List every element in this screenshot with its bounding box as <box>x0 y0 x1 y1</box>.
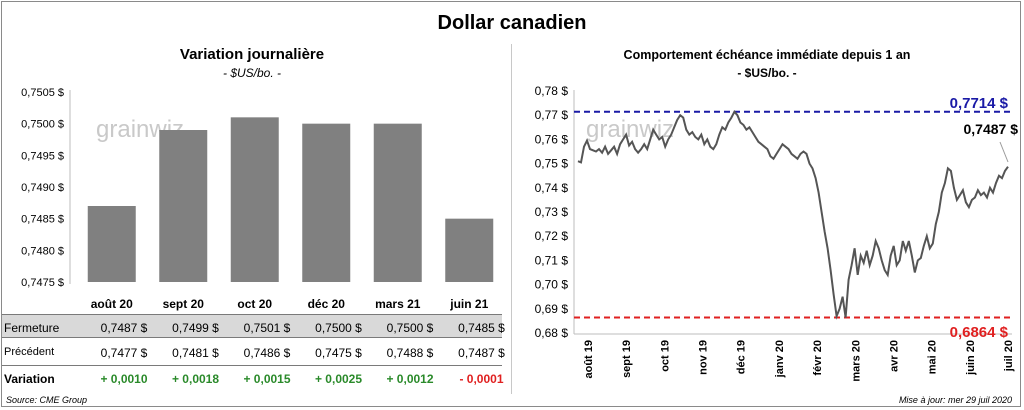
table-cell: 0,7488 $ <box>386 346 434 360</box>
row-label-variation: Variation <box>4 372 55 386</box>
table-cell: 0,7481 $ <box>172 346 219 360</box>
table-cell: 0,7501 $ <box>243 321 291 335</box>
table-cell: 0,7475 $ <box>315 346 362 360</box>
line-ytick-label: 0,68 $ <box>535 326 569 340</box>
line-xtick-label: avr 20 <box>888 340 900 372</box>
table-row-precedent: Précédent 0,7477 $ 0,7481 $ 0,7486 $ 0,7475… <box>2 340 505 366</box>
table-cell: 0,7500 $ <box>315 321 362 335</box>
page-title: Dollar canadien <box>437 12 587 34</box>
line-ytick-label: 0,69 $ <box>535 302 569 316</box>
table-cell: + 0,0012 <box>386 372 434 386</box>
table-cell: 0,7486 $ <box>243 346 291 360</box>
line-ytick-label: 0,77 $ <box>535 108 569 122</box>
source-note: Source: CME Group <box>6 395 88 405</box>
bar-ytick-label: 0,7480 $ <box>21 245 64 257</box>
table-cell: 0,7487 $ <box>100 321 148 335</box>
bar-category-label: août 20 <box>91 297 133 311</box>
left-chart-subtitle: - $US/bo. - <box>222 66 282 80</box>
line-xtick-label: déc 19 <box>736 340 748 374</box>
bar <box>302 123 351 283</box>
bar-category-label: oct 20 <box>237 297 272 311</box>
line-ytick-label: 0,73 $ <box>535 205 569 219</box>
bar-category-label: déc 20 <box>308 297 346 311</box>
table-row-variation: Variation + 0,0010 + 0,0018 + 0,0015 + 0,00… <box>2 366 504 390</box>
table-row-fermeture: Fermeture 0,7487 $ 0,7499 $ 0,7501 $ 0,7500… <box>2 314 505 338</box>
table-cell: 0,7500 $ <box>386 321 434 335</box>
line-ytick-label: 0,70 $ <box>535 278 569 292</box>
bar <box>373 123 422 283</box>
right-chart-title: Comportement échéance immédiate depuis 1… <box>623 48 911 62</box>
table-cell: + 0,0010 <box>100 372 148 386</box>
last-value-label: 0,7487 $ <box>964 121 1019 137</box>
row-label-fermeture: Fermeture <box>4 321 60 335</box>
bar-ytick-label: 0,7490 $ <box>21 182 64 194</box>
bar-ytick-label: 0,7475 $ <box>21 277 64 289</box>
bar-ytick-label: 0,7495 $ <box>21 150 64 162</box>
low-label: 0,6864 $ <box>950 324 1009 341</box>
bar-ytick-label: 0,7485 $ <box>21 214 64 226</box>
line-xtick-label: juin 20 <box>965 340 977 376</box>
update-note: Mise à jour: mer 29 juil 2020 <box>898 395 1012 405</box>
line-ytick-label: 0,71 $ <box>535 253 569 267</box>
bar <box>87 206 136 282</box>
bar <box>230 117 279 282</box>
line-xtick-label: août 19 <box>583 340 595 379</box>
line-xtick-label: oct 19 <box>659 340 671 372</box>
bar <box>445 218 494 282</box>
line-ytick-label: 0,78 $ <box>535 84 569 98</box>
table-cell: + 0,0025 <box>314 372 363 386</box>
table-cell: + 0,0015 <box>243 372 291 386</box>
table-cell: - 0,0001 <box>459 372 504 386</box>
line-xtick-label: janv 20 <box>774 340 786 378</box>
line-xtick-label: nov 19 <box>698 340 710 375</box>
line-ytick-label: 0,76 $ <box>535 132 569 146</box>
table-cell: 0,7487 $ <box>458 346 505 360</box>
line-ytick-label: 0,72 $ <box>535 229 569 243</box>
bar-category-label: mars 21 <box>375 297 421 311</box>
bar-category-label: juin 21 <box>449 297 488 311</box>
bar <box>159 130 208 282</box>
bar-ytick-label: 0,7505 $ <box>21 87 64 99</box>
table-cell: 0,7485 $ <box>458 321 505 335</box>
right-chart-subtitle: - $US/bo. - <box>737 66 797 80</box>
price-series-line <box>577 110 1009 320</box>
left-chart-title: Variation journalière <box>179 46 325 63</box>
row-label-precedent: Précédent <box>4 346 55 358</box>
line-xtick-label: sept 19 <box>621 340 633 378</box>
bar-category-label: sept 20 <box>163 297 205 311</box>
bar-chart: 0,7475 $ 0,7480 $ 0,7485 $ 0,7490 $ 0,7495 $… <box>21 87 494 311</box>
line-xtick-label: mai 20 <box>927 340 939 374</box>
table-cell: 0,7477 $ <box>100 346 148 360</box>
line-ytick-label: 0,75 $ <box>535 157 569 171</box>
panel-divider <box>511 44 512 394</box>
line-ytick-label: 0,74 $ <box>535 181 569 195</box>
last-value-leader <box>999 141 1009 163</box>
high-label: 0,7714 $ <box>950 95 1009 112</box>
table-cell: 0,7499 $ <box>172 321 219 335</box>
line-xtick-label: févr 20 <box>812 340 824 375</box>
line-xtick-label: mars 20 <box>850 340 862 382</box>
table-cell: + 0,0018 <box>171 372 220 386</box>
line-xtick-label: juil 20 <box>1003 340 1015 372</box>
bar-ytick-label: 0,7500 $ <box>21 119 64 131</box>
